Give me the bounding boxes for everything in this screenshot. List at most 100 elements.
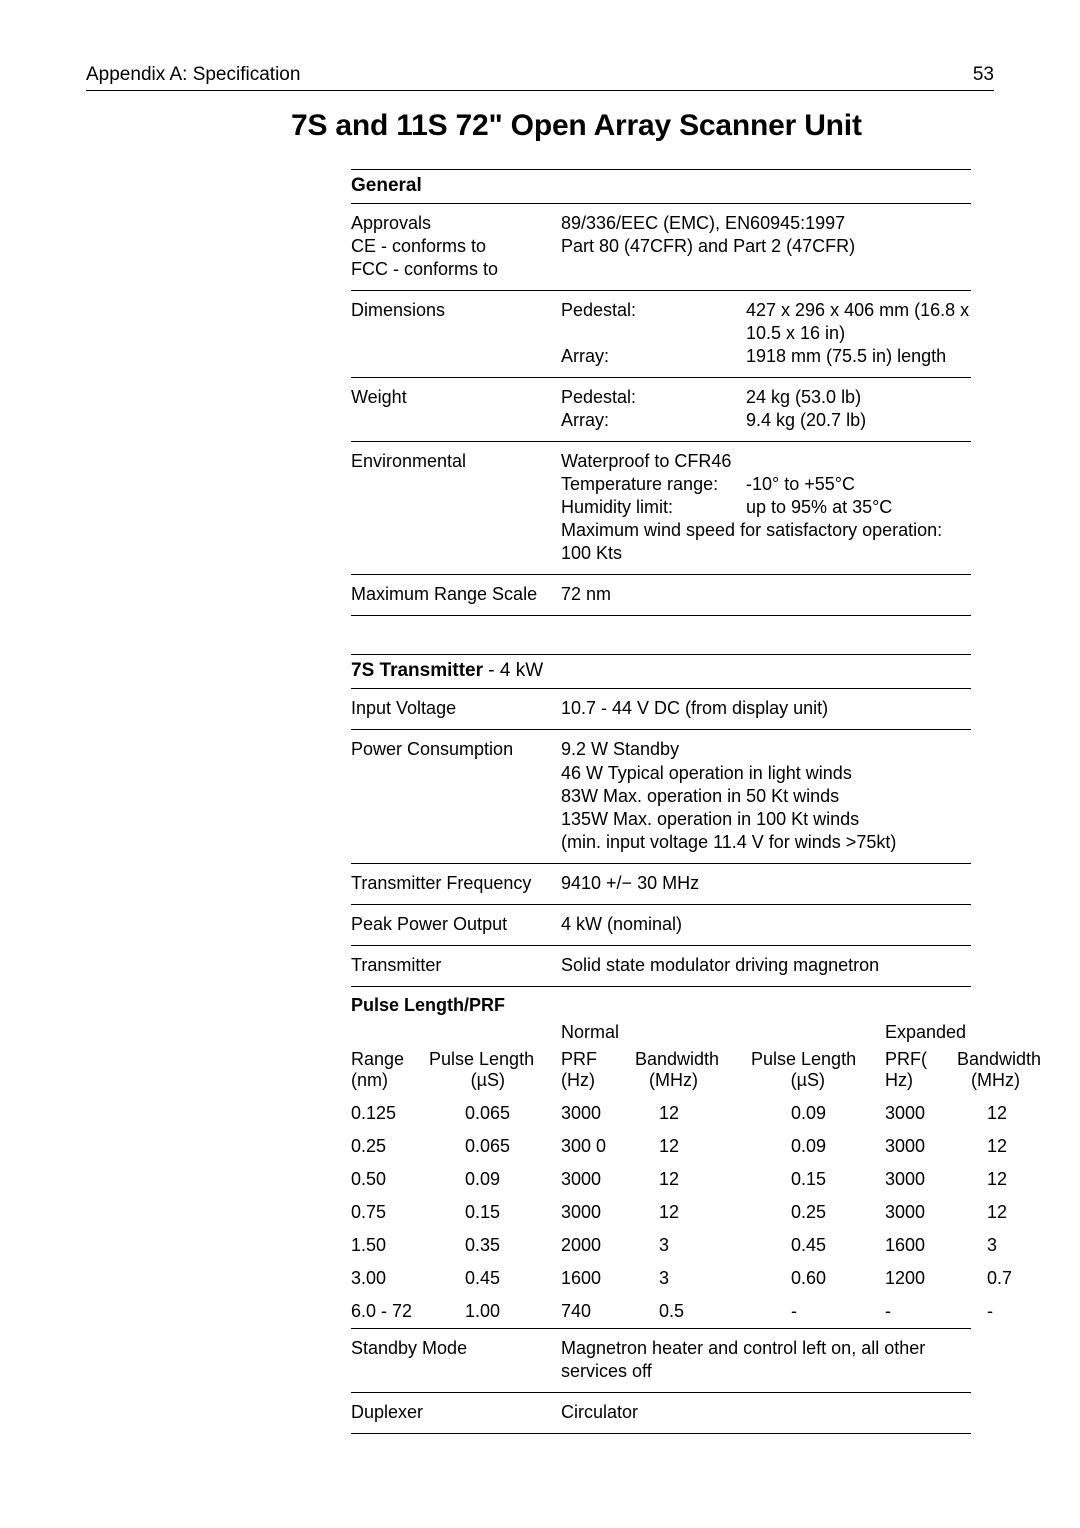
pulse-cell: 0.065 — [429, 1136, 561, 1157]
pulse-cell: 3000 — [561, 1202, 635, 1223]
pulse-cell: 12 — [635, 1136, 751, 1157]
pulse-cell: 0.15 — [429, 1202, 561, 1223]
col-unit: Hz) — [885, 1070, 957, 1091]
page-title: 7S and 11S 72" Open Array Scanner Unit — [291, 109, 994, 143]
col-head: Bandwidth — [635, 1049, 751, 1070]
subval: up to 95% at 35°C — [746, 496, 892, 519]
col-head: Range — [351, 1049, 429, 1070]
pulse-cell: 2000 — [561, 1235, 635, 1256]
pulse-title: Pulse Length/PRF — [351, 995, 505, 1016]
row-label: Weight — [351, 386, 561, 432]
pulse-cell: 12 — [957, 1202, 1007, 1223]
pulse-cell: 0.065 — [429, 1103, 561, 1124]
row-value: 9.2 W Standby — [561, 738, 971, 761]
col-unit: (MHz) — [957, 1070, 1041, 1091]
subkey: Array: — [561, 409, 746, 432]
pulse-cell: 1600 — [561, 1268, 635, 1289]
row-dimensions: Dimensions Pedestal:427 x 296 x 406 mm (… — [351, 291, 971, 378]
row-value: 83W Max. operation in 50 Kt winds — [561, 785, 971, 808]
pulse-cell: 3 — [635, 1268, 751, 1289]
pulse-cell: 3 — [957, 1235, 997, 1256]
page-number: 53 — [973, 64, 994, 86]
subval: -10° to +55°C — [746, 473, 855, 496]
pulse-cell: 3000 — [561, 1103, 635, 1124]
row-value: 9410 +/− 30 MHz — [561, 872, 971, 895]
col-head: PRF — [561, 1049, 635, 1070]
pulse-row: 0.500.093000120.15300012 — [351, 1163, 971, 1196]
row-weight: Weight Pedestal:24 kg (53.0 lb) Array:9.… — [351, 378, 971, 442]
pulse-cell: 0.45 — [429, 1268, 561, 1289]
subkey: Array: — [561, 345, 746, 368]
pulse-cell: 0.09 — [751, 1103, 885, 1124]
row-power-consumption: Power Consumption 9.2 W Standby 46 W Typ… — [351, 730, 971, 863]
section-heading-general: General — [351, 169, 971, 204]
col-unit: (µS) — [751, 1070, 885, 1091]
pulse-cell: 3000 — [885, 1103, 957, 1124]
row-value: 72 nm — [561, 583, 971, 606]
pulse-cell: 0.35 — [429, 1235, 561, 1256]
pulse-cell: 12 — [957, 1103, 1007, 1124]
row-label: Standby Mode — [351, 1337, 561, 1383]
row-label: Approvals — [351, 212, 561, 235]
pulse-row: 3.000.45160030.6012000.7 — [351, 1262, 971, 1295]
pulse-cell: 0.45 — [751, 1235, 885, 1256]
section-heading-transmitter: 7S Transmitter - 4 kW — [351, 654, 971, 689]
row-label: Environmental — [351, 450, 561, 565]
col-unit: (MHz) — [635, 1070, 751, 1091]
row-approvals: Approvals CE - conforms to FCC - conform… — [351, 204, 971, 291]
row-value: Part 80 (47CFR) and Part 2 (47CFR) — [561, 235, 971, 258]
subkey: Pedestal: — [561, 299, 746, 345]
row-value: 46 W Typical operation in light winds — [561, 762, 971, 785]
row-duplexer: Duplexer Circulator — [351, 1393, 971, 1434]
row-standby-mode: Standby Mode Magnetron heater and contro… — [351, 1329, 971, 1393]
pulse-cell: - — [885, 1301, 957, 1322]
pulse-cell: 1.00 — [429, 1301, 561, 1322]
row-value: Magnetron heater and control left on, al… — [561, 1337, 971, 1383]
subkey: Waterproof to CFR46 — [561, 450, 746, 473]
header-left: Appendix A: Specification — [86, 64, 300, 86]
row-label: Power Consumption — [351, 738, 561, 853]
subval: 24 kg (53.0 lb) — [746, 386, 861, 409]
row-label: FCC - conforms to — [351, 258, 561, 281]
pulse-cell: - — [957, 1301, 993, 1322]
row-transmitter: Transmitter Solid state modulator drivin… — [351, 946, 971, 987]
pulse-cell: 0.50 — [351, 1169, 429, 1190]
pulse-cell: 0.75 — [351, 1202, 429, 1223]
pulse-cell: 12 — [635, 1103, 751, 1124]
pulse-cell: 1200 — [885, 1268, 957, 1289]
pulse-cell: 300 0 — [561, 1136, 635, 1157]
row-value: Solid state modulator driving magnetron — [561, 954, 971, 977]
pulse-cell: 3000 — [885, 1202, 957, 1223]
subval: 427 x 296 x 406 mm (16.8 x 10.5 x 16 in) — [746, 299, 971, 345]
pulse-cell: 3000 — [885, 1136, 957, 1157]
pulse-cell: 3 — [635, 1235, 751, 1256]
pulse-group-expanded: Expanded — [885, 1022, 966, 1043]
subkey: Humidity limit: — [561, 496, 746, 519]
pulse-cell: 740 — [561, 1301, 635, 1322]
heading-suffix: - 4 kW — [483, 660, 543, 681]
pulse-cell: 3000 — [885, 1169, 957, 1190]
pulse-cell: 3000 — [561, 1169, 635, 1190]
col-head: Pulse Length — [429, 1049, 561, 1070]
row-peak-power: Peak Power Output 4 kW (nominal) — [351, 905, 971, 946]
pulse-cell: 0.25 — [351, 1136, 429, 1157]
row-value: (min. input voltage 11.4 V for winds >75… — [561, 831, 971, 854]
col-head: Pulse Length — [751, 1049, 885, 1070]
row-label: CE - conforms to — [351, 235, 561, 258]
subval: Maximum wind speed for satisfactory oper… — [561, 519, 971, 565]
row-label: Input Voltage — [351, 697, 561, 720]
pulse-cell: 0.15 — [751, 1169, 885, 1190]
row-label: Maximum Range Scale — [351, 583, 561, 606]
pulse-cell: 0.125 — [351, 1103, 429, 1124]
pulse-cell: 12 — [957, 1136, 1007, 1157]
pulse-cell: - — [751, 1301, 885, 1322]
row-input-voltage: Input Voltage 10.7 - 44 V DC (from displ… — [351, 689, 971, 730]
pulse-group-normal: Normal — [561, 1022, 751, 1043]
pulse-cell: 0.25 — [751, 1202, 885, 1223]
pulse-cell: 0.7 — [957, 1268, 1012, 1289]
subval: 1918 mm (75.5 in) length — [746, 345, 946, 368]
heading-main: 7S Transmitter — [351, 660, 483, 681]
row-value: 135W Max. operation in 100 Kt winds — [561, 808, 971, 831]
row-label: Transmitter Frequency — [351, 872, 561, 895]
pulse-cell: 12 — [635, 1202, 751, 1223]
